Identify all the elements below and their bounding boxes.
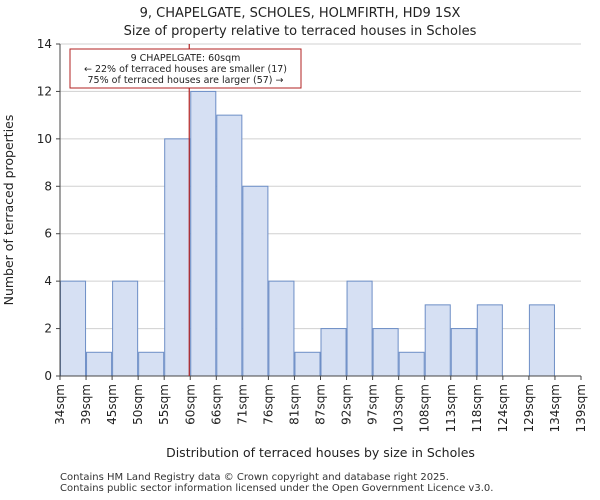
y-tick-label-7: 14 [37,37,52,51]
x-tick-label-8: 76sqm [261,384,275,425]
bar-3 [138,351,165,377]
x-tick-label-6: 66sqm [209,384,223,425]
x-tick-label-5: 60sqm [183,384,197,425]
chart-subtitle: Size of property relative to terraced ho… [123,24,477,39]
bar-16 [476,304,503,377]
x-tick-label-9: 81sqm [287,384,301,425]
y-tick-label-6: 12 [37,84,52,98]
annotation-line-2: 75% of terraced houses are larger (57) → [88,75,284,86]
bar-14 [424,304,451,377]
y-tick-label-2: 4 [44,274,52,288]
x-tick-label-16: 118sqm [470,384,484,432]
x-tick-label-17: 124sqm [496,384,510,432]
bar-8 [268,280,295,377]
footer-line-2: Contains public sector information licen… [60,483,494,494]
bar-7 [242,185,269,377]
annotation-box [69,48,302,89]
x-tick-label-18: 129sqm [522,384,536,432]
annotation-line-0: 9 CHAPELGATE: 60sqm [131,53,241,64]
x-tick-label-19: 134sqm [548,384,562,432]
x-tick-label-11: 92sqm [340,384,354,425]
y-tick-label-5: 10 [37,132,52,146]
x-tick-label-10: 87sqm [314,384,328,425]
bar-11 [346,280,373,377]
bar-15 [450,328,477,377]
bar-10 [320,328,347,377]
bar-18 [528,304,555,377]
x-tick-label-2: 45sqm [105,384,119,425]
bar-0 [60,280,87,377]
x-tick-label-3: 50sqm [131,384,145,425]
bar-9 [294,351,321,377]
x-axis-label: Distribution of terraced houses by size … [166,445,475,460]
x-tick-label-13: 103sqm [392,384,406,432]
x-tick-label-7: 71sqm [235,384,249,425]
bar-1 [86,351,113,377]
x-tick-label-14: 108sqm [418,384,432,432]
x-tick-label-4: 55sqm [157,384,171,425]
x-tick-label-15: 113sqm [444,384,458,432]
bar-12 [372,328,399,377]
bar-5 [190,90,217,377]
x-tick-label-0: 34sqm [53,384,67,425]
x-tick-label-1: 39sqm [79,384,93,425]
y-axis-label: Number of terraced properties [1,115,16,306]
y-tick-label-0: 0 [44,369,52,383]
y-tick-label-3: 6 [44,227,52,241]
chart-title: 9, CHAPELGATE, SCHOLES, HOLMFIRTH, HD9 1… [139,6,461,21]
x-tick-label-12: 97sqm [366,384,380,425]
footer-line-1: Contains HM Land Registry data © Crown c… [60,472,449,483]
bar-4 [164,138,191,377]
bar-6 [216,114,243,377]
bar-13 [398,351,425,377]
y-tick-label-4: 8 [44,179,52,193]
y-tick-label-1: 2 [44,322,52,336]
bar-2 [112,280,139,377]
x-tick-label-20: 139sqm [574,384,588,432]
annotation-line-1: ← 22% of terraced houses are smaller (17… [84,64,287,75]
